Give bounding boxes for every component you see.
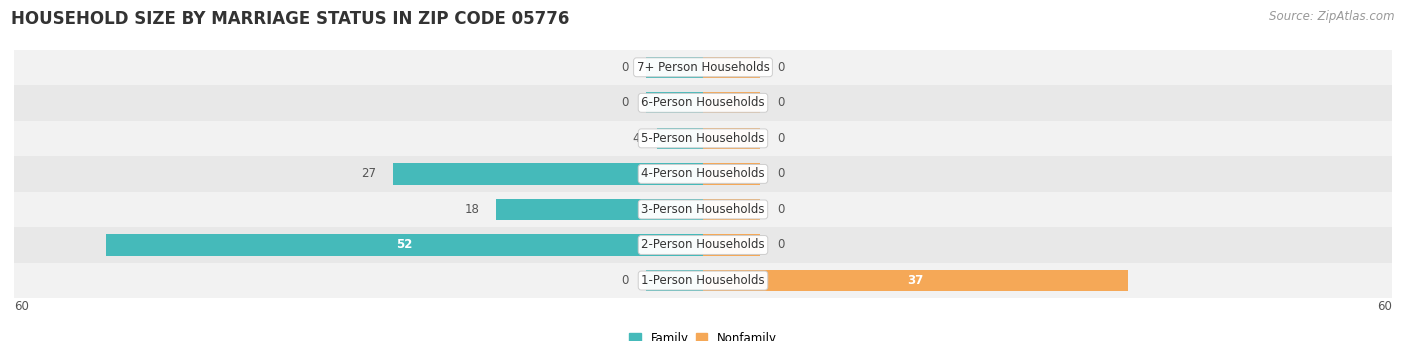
Bar — [645, 270, 703, 291]
Bar — [703, 92, 761, 114]
Text: 2-Person Households: 2-Person Households — [641, 238, 765, 252]
Text: 0: 0 — [621, 274, 628, 287]
Text: HOUSEHOLD SIZE BY MARRIAGE STATUS IN ZIP CODE 05776: HOUSEHOLD SIZE BY MARRIAGE STATUS IN ZIP… — [11, 10, 569, 28]
Text: 4-Person Households: 4-Person Households — [641, 167, 765, 180]
Text: 37: 37 — [907, 274, 924, 287]
Bar — [105, 234, 703, 256]
Text: 0: 0 — [778, 132, 785, 145]
Text: 0: 0 — [778, 167, 785, 180]
Text: 1-Person Households: 1-Person Households — [641, 274, 765, 287]
Text: 0: 0 — [621, 96, 628, 109]
Bar — [645, 57, 703, 78]
Bar — [14, 121, 1392, 156]
Text: 0: 0 — [778, 238, 785, 252]
Text: 0: 0 — [778, 96, 785, 109]
Bar — [14, 85, 1392, 121]
Text: 6-Person Households: 6-Person Households — [641, 96, 765, 109]
Text: 60: 60 — [1376, 300, 1392, 313]
Text: 3-Person Households: 3-Person Households — [641, 203, 765, 216]
Text: 0: 0 — [778, 203, 785, 216]
Bar — [14, 192, 1392, 227]
Text: 27: 27 — [361, 167, 375, 180]
Bar — [703, 199, 761, 220]
Text: 0: 0 — [621, 61, 628, 74]
Bar — [703, 128, 761, 149]
Text: 0: 0 — [778, 61, 785, 74]
Text: 7+ Person Households: 7+ Person Households — [637, 61, 769, 74]
Text: 60: 60 — [14, 300, 30, 313]
Text: 5-Person Households: 5-Person Households — [641, 132, 765, 145]
Bar — [703, 234, 761, 256]
Text: 52: 52 — [396, 238, 412, 252]
Text: 4: 4 — [633, 132, 640, 145]
Bar — [14, 49, 1392, 85]
Bar — [703, 163, 761, 184]
Text: Source: ZipAtlas.com: Source: ZipAtlas.com — [1270, 10, 1395, 23]
Bar — [657, 128, 703, 149]
Text: 18: 18 — [464, 203, 479, 216]
Bar — [14, 263, 1392, 298]
Bar — [14, 227, 1392, 263]
Legend: Family, Nonfamily: Family, Nonfamily — [624, 327, 782, 341]
Bar — [645, 92, 703, 114]
Bar — [496, 199, 703, 220]
Bar — [392, 163, 703, 184]
Bar — [703, 270, 1128, 291]
Bar — [703, 57, 761, 78]
Bar — [14, 156, 1392, 192]
